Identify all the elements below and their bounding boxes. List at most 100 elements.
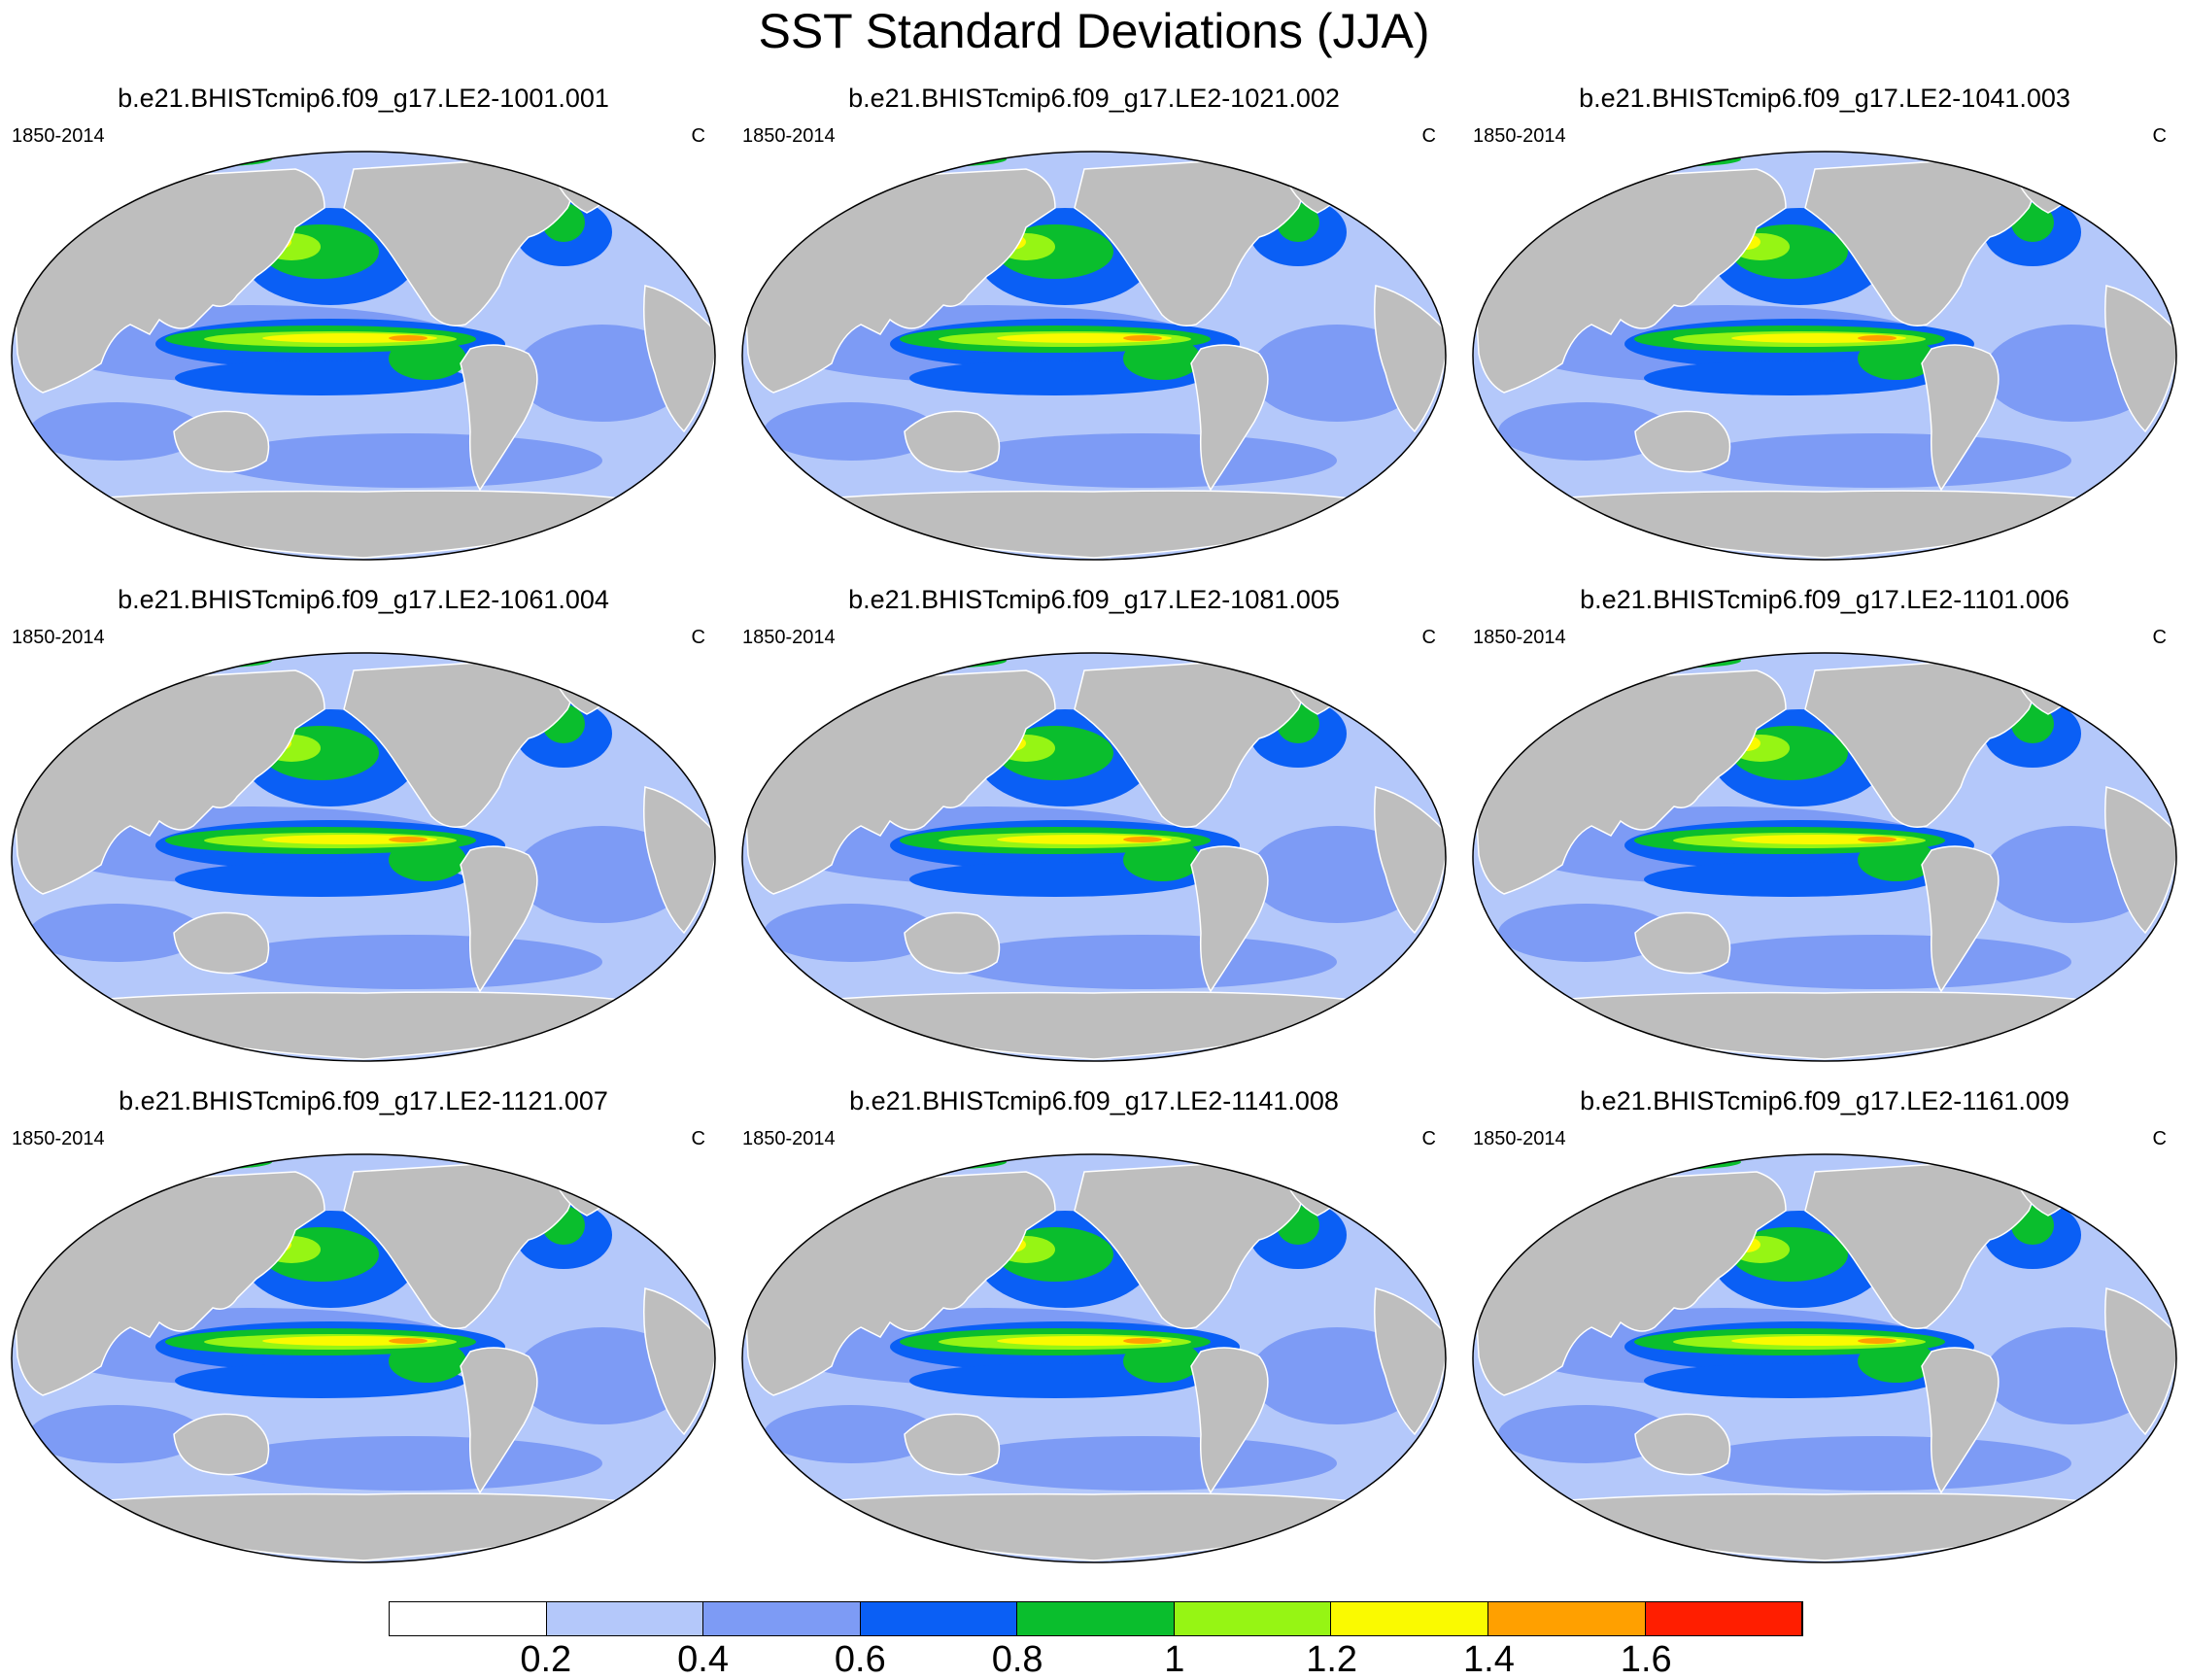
sst-contour	[1123, 335, 1162, 341]
land-mass	[643, 285, 715, 433]
land-mass	[460, 344, 538, 492]
land-mass	[1921, 344, 2000, 492]
sst-contour	[117, 653, 272, 669]
colorbar-box	[1017, 1602, 1175, 1635]
land-mass	[173, 410, 270, 473]
map-panel: b.e21.BHISTcmip6.f09_g17.LE2-1081.005 185…	[735, 583, 1453, 1069]
panel-period-label: 1850-2014	[1473, 627, 1566, 648]
map-outline	[11, 1153, 716, 1563]
land-mass	[343, 158, 572, 326]
map-panel: b.e21.BHISTcmip6.f09_g17.LE2-1041.003 185…	[1465, 82, 2184, 567]
land-mass	[1634, 410, 1731, 473]
colorbar	[389, 1601, 1803, 1636]
colorbar-box	[1174, 1602, 1332, 1635]
sst-contour	[1731, 333, 1906, 343]
colorbar-label: 1	[1164, 1639, 1185, 1680]
sst-contour	[389, 1340, 466, 1383]
colorbar-label: 1.6	[1620, 1639, 1672, 1680]
map-outline	[1472, 1153, 2177, 1563]
sst-contour	[1683, 935, 2071, 989]
sst-contour	[1586, 1154, 1741, 1170]
sst-contour	[175, 862, 466, 897]
land-mass	[1190, 845, 1269, 993]
map-panel: b.e21.BHISTcmip6.f09_g17.LE2-1001.001 185…	[4, 82, 723, 567]
panel-title: b.e21.BHISTcmip6.f09_g17.LE2-1101.006	[1580, 585, 2069, 614]
sst-contour	[1858, 839, 1935, 881]
world-map	[1472, 652, 2177, 1062]
panel-units-label: C	[2152, 627, 2167, 648]
colorbar-label: 0.2	[520, 1639, 572, 1680]
panel-period-label: 1850-2014	[12, 1128, 105, 1149]
land-mass	[1804, 1161, 2034, 1329]
sst-contour	[389, 839, 466, 881]
panel-period-label: 1850-2014	[742, 125, 836, 147]
land-mass	[1074, 660, 1303, 828]
sst-contour	[1123, 837, 1162, 842]
panel-units-label: C	[1421, 1128, 1436, 1149]
world-map	[11, 1153, 716, 1563]
sst-contour	[1498, 402, 1673, 461]
land-mass	[643, 786, 715, 935]
sst-contour	[389, 337, 466, 380]
land-mass	[904, 911, 1001, 975]
land-mass	[1921, 845, 2000, 993]
land-mass	[1634, 911, 1731, 975]
sst-contour	[851, 152, 1007, 167]
world-map	[11, 652, 716, 1062]
panel-units-label: C	[691, 627, 705, 648]
sst-contour	[764, 904, 939, 962]
land-mass	[173, 911, 270, 975]
sst-contour	[1731, 1336, 1906, 1346]
panel-units-label: C	[2152, 1128, 2167, 1149]
sst-contour	[515, 826, 690, 923]
land-mass	[2104, 786, 2176, 935]
panel-units-label: C	[1421, 627, 1436, 648]
world-map	[741, 1153, 1447, 1563]
panel-title: b.e21.BHISTcmip6.f09_g17.LE2-1041.003	[1579, 84, 2070, 113]
sst-contour	[1586, 152, 1741, 167]
panel-period-label: 1850-2014	[12, 125, 105, 147]
sst-contour	[515, 325, 690, 422]
sst-contour	[909, 1363, 1201, 1398]
sst-contour	[948, 935, 1337, 989]
world-map	[741, 652, 1447, 1062]
land-mass	[460, 845, 538, 993]
panel-units-label: C	[1421, 125, 1436, 147]
sst-contour	[1644, 360, 1935, 395]
world-map	[1472, 151, 2177, 561]
panel-period-label: 1850-2014	[1473, 125, 1566, 147]
map-outline	[741, 151, 1447, 561]
sst-contour	[262, 1336, 437, 1346]
panel-title: b.e21.BHISTcmip6.f09_g17.LE2-1141.008	[849, 1086, 1339, 1115]
colorbar-label: 0.4	[677, 1639, 729, 1680]
world-map	[11, 151, 716, 561]
sst-contour	[1123, 1340, 1201, 1383]
panel-title: b.e21.BHISTcmip6.f09_g17.LE2-1021.002	[848, 84, 1340, 113]
land-mass	[1804, 158, 2034, 326]
panel-units-label: C	[691, 1128, 705, 1149]
sst-contour	[851, 653, 1007, 669]
sst-contour	[117, 152, 272, 167]
sst-contour	[389, 1338, 427, 1344]
panel-units-label: C	[2152, 125, 2167, 147]
map-outline	[1472, 652, 2177, 1062]
sst-contour	[1498, 904, 1673, 962]
sst-contour	[29, 904, 204, 962]
colorbar-label: 0.8	[991, 1639, 1043, 1680]
land-mass	[1190, 1347, 1269, 1494]
panel-title: b.e21.BHISTcmip6.f09_g17.LE2-1061.004	[118, 585, 609, 614]
land-mass	[1921, 1347, 2000, 1494]
land-mass	[1374, 1287, 1446, 1436]
panel-title: b.e21.BHISTcmip6.f09_g17.LE2-1081.005	[848, 585, 1340, 614]
sst-contour	[1123, 337, 1201, 380]
sst-contour	[997, 333, 1172, 343]
colorbar-box	[390, 1602, 547, 1635]
map-outline	[11, 652, 716, 1062]
sst-contour	[851, 1154, 1007, 1170]
sst-contour	[764, 1405, 939, 1463]
world-map	[741, 151, 1447, 561]
sst-contour	[175, 1363, 466, 1398]
sst-contour	[948, 433, 1337, 488]
land-mass	[2104, 285, 2176, 433]
map-panel: b.e21.BHISTcmip6.f09_g17.LE2-1061.004 185…	[4, 583, 723, 1069]
